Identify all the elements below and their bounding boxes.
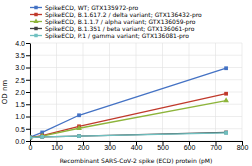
y-tick-label: 0.5 xyxy=(15,125,25,132)
series-marker xyxy=(223,97,229,102)
y-tick-label: 0.0 xyxy=(15,138,25,145)
plot-area: 0 100 200 300 400 500 600 700 800 0.0 0.5 1.0 1.5 2.0… xyxy=(15,40,248,151)
series-marker xyxy=(30,135,32,139)
y-axis-title: OD nm xyxy=(1,80,9,105)
y-tick: 3.0 xyxy=(15,64,30,71)
y-tick: 1.5 xyxy=(15,101,30,108)
y-tick-mark xyxy=(26,80,30,81)
legend: SpikeECD, WT; GTX135972-proSpikeECD, B.1… xyxy=(30,4,202,40)
y-axis-line xyxy=(30,44,31,142)
series-line xyxy=(30,133,226,138)
y-tick-mark xyxy=(26,92,30,93)
x-tick: 500 xyxy=(157,141,169,151)
series-marker xyxy=(224,131,228,135)
legend-marker xyxy=(34,34,37,37)
y-tick-mark xyxy=(26,117,30,118)
y-axis: 0.0 0.5 1.0 1.5 2.0 2.5 3.0 3.5 4.0 xyxy=(15,40,30,145)
series-marker xyxy=(30,136,32,140)
x-tick-label: 200 xyxy=(78,144,90,151)
x-tick: 600 xyxy=(184,141,196,151)
y-grid-line xyxy=(30,55,242,56)
y-tick-mark xyxy=(26,141,30,142)
series-marker xyxy=(30,136,32,140)
x-tick: 700 xyxy=(210,141,222,151)
y-tick-label: 3.0 xyxy=(15,64,25,71)
x-tick-label: 500 xyxy=(157,144,169,151)
series-marker xyxy=(30,134,33,139)
series-marker xyxy=(224,66,228,70)
y-grid-line xyxy=(30,43,242,44)
series-line xyxy=(30,68,226,137)
x-tick-label: 700 xyxy=(210,144,222,151)
y-tick-label: 2.5 xyxy=(15,76,25,83)
series-marker xyxy=(224,131,228,135)
legend-label: SpikeECD, P.1 / gamma variant; GTX136081… xyxy=(45,32,189,40)
legend-marker xyxy=(34,13,37,16)
y-tick: 3.5 xyxy=(15,52,30,59)
x-tick: 400 xyxy=(131,141,143,151)
legend-marker xyxy=(34,6,37,9)
y-grid-line xyxy=(30,79,242,80)
y-tick-mark xyxy=(26,43,30,44)
chart: 0 100 200 300 400 500 600 700 800 0.0 0.5 1.0 1.5 2.0… xyxy=(0,0,252,166)
y-tick-label: 1.0 xyxy=(15,113,25,120)
legend-marker xyxy=(34,27,37,30)
series-line xyxy=(30,101,226,138)
series-marker xyxy=(40,135,44,139)
y-tick-label: 3.5 xyxy=(15,52,25,59)
y-tick: 1.0 xyxy=(15,113,30,120)
series-marker xyxy=(77,134,81,138)
x-tick: 100 xyxy=(51,141,63,151)
marks xyxy=(30,66,229,139)
x-axis-title: Recombinant SARS-CoV-2 spike (ECD) prote… xyxy=(60,157,213,165)
series-marker xyxy=(76,125,82,130)
x-tick-label: 300 xyxy=(104,144,116,151)
legend-marker xyxy=(33,18,38,23)
x-tick: 800 xyxy=(237,141,249,151)
y-tick: 0.5 xyxy=(15,125,30,132)
series-marker xyxy=(30,136,32,140)
y-tick-label: 2.0 xyxy=(15,89,25,96)
x-tick-label: 0 xyxy=(29,144,33,151)
y-grid-line xyxy=(30,128,242,129)
y-grid-line xyxy=(30,92,242,93)
y-tick-mark xyxy=(26,129,30,130)
y-tick: 2.0 xyxy=(15,89,30,96)
x-tick-label: 100 xyxy=(51,144,63,151)
y-grid-line xyxy=(30,67,242,68)
grid xyxy=(30,43,242,141)
x-tick-label: 400 xyxy=(131,144,143,151)
y-tick-mark xyxy=(26,104,30,105)
x-tick: 300 xyxy=(104,141,116,151)
series-marker xyxy=(77,113,81,117)
y-tick-mark xyxy=(26,55,30,56)
legend-item: SpikeECD, P.1 / gamma variant; GTX136081… xyxy=(30,32,189,40)
x-tick-label: 800 xyxy=(237,144,249,151)
y-tick-mark xyxy=(26,68,30,69)
y-tick: 4.0 xyxy=(15,40,30,47)
y-tick-label: 4.0 xyxy=(15,40,25,47)
y-tick: 2.5 xyxy=(15,76,30,83)
y-tick: 0.0 xyxy=(15,138,30,145)
series-line xyxy=(30,132,226,137)
series-line xyxy=(30,94,226,138)
x-tick: 200 xyxy=(78,141,90,151)
series-marker xyxy=(77,134,81,138)
x-tick-label: 600 xyxy=(184,144,196,151)
y-grid-line xyxy=(30,116,242,117)
x-axis: 0 100 200 300 400 500 600 700 800 xyxy=(29,141,249,151)
x-tick: 0 xyxy=(29,141,33,151)
y-tick-label: 1.5 xyxy=(15,101,25,108)
series-marker xyxy=(224,92,228,96)
series-marker xyxy=(40,135,44,139)
